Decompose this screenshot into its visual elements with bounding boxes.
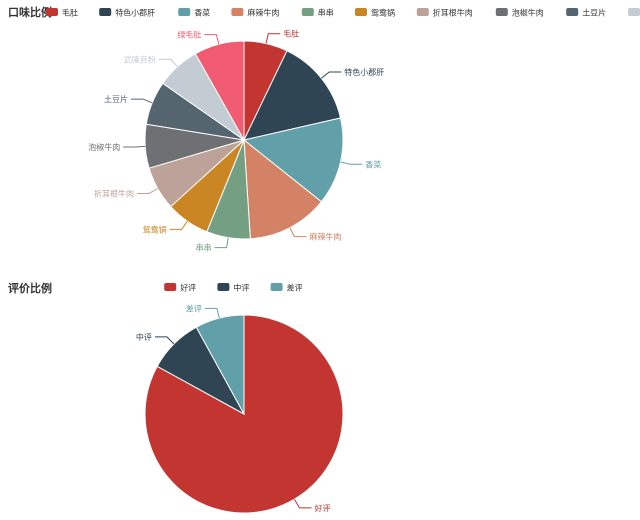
slice-label: 中评 — [136, 332, 152, 342]
legend-swatch — [495, 8, 508, 16]
chart-title: 口味比例 — [8, 5, 52, 19]
legend-swatch — [416, 8, 429, 16]
legend-swatch — [628, 8, 640, 16]
legend-label: 好评 — [180, 283, 196, 293]
legend-label: 中评 — [233, 283, 249, 293]
legend-item[interactable]: 泡椒牛肉 — [495, 8, 544, 18]
slice-label: 鸳鸯锅 — [143, 224, 167, 234]
label-leader-line — [130, 98, 153, 104]
slice-label: 串串 — [196, 244, 212, 253]
chart-title: 评价比例 — [8, 281, 52, 295]
legend-item[interactable]: 串串 — [301, 8, 334, 18]
legend-swatch — [270, 283, 283, 291]
legend-label: 土豆片 — [582, 8, 606, 18]
label-leader-line — [214, 237, 229, 249]
pie-slice[interactable] — [194, 40, 245, 142]
legend-label: 差评 — [287, 283, 303, 293]
pie-slice[interactable] — [242, 117, 344, 203]
legend-swatch — [355, 8, 367, 16]
label-leader-line — [154, 336, 175, 345]
legend-swatch — [99, 8, 112, 16]
legend-item[interactable]: 麻辣牛肉 — [231, 8, 279, 18]
slice-labels: 好评 中评 差评 — [136, 303, 331, 512]
label-leader-line — [137, 188, 158, 194]
legend-swatch — [231, 8, 244, 16]
label-leader-line — [340, 161, 363, 165]
label-leader-line — [123, 145, 146, 148]
slice-label: 好评 — [314, 503, 330, 513]
slice-label: 泡椒牛肉 — [88, 142, 120, 152]
legend-item[interactable]: 折耳根牛肉 — [416, 8, 473, 18]
pie-chart-1: 口味比例毛肚特色小郡肝香菜麻辣牛肉串串鸳鸯锅折耳根牛肉泡椒牛肉土豆片武隆苕粉绿毛… — [8, 5, 640, 253]
label-leader-line — [289, 227, 307, 238]
pie-slice[interactable] — [243, 138, 323, 240]
legend-item[interactable]: 差评 — [270, 283, 303, 293]
label-leader-line — [293, 498, 312, 509]
legend-swatch — [301, 8, 314, 16]
slice-label: 折耳根牛肉 — [94, 188, 134, 198]
legend-item[interactable]: 鸳鸯锅 — [355, 8, 395, 18]
legend-label: 特色小郡肝 — [115, 8, 155, 18]
slice-label: 特色小郡肝 — [344, 67, 384, 77]
legend-label: 串串 — [318, 9, 334, 18]
pie-slice[interactable] — [243, 50, 342, 141]
legend-label: 香菜 — [194, 8, 210, 18]
legend: 好评 中评 差评 — [164, 283, 303, 293]
legend-label: 麻辣牛肉 — [247, 8, 279, 18]
legend-swatch — [178, 8, 191, 16]
pie-slices — [144, 314, 344, 514]
legend-swatch — [566, 8, 579, 16]
legend-swatch — [46, 8, 58, 16]
slice-label: 毛肚 — [283, 29, 299, 39]
label-leader-line — [169, 220, 188, 230]
slice-label: 麻辣牛肉 — [309, 232, 341, 242]
legend-item[interactable]: 中评 — [217, 283, 249, 293]
legend-swatch — [217, 283, 230, 291]
legend-label: 泡椒牛肉 — [512, 8, 544, 18]
slice-label: 武隆苕粉 — [124, 54, 156, 64]
legend-item[interactable]: 好评 — [164, 283, 196, 293]
legend-item[interactable]: 香菜 — [178, 8, 210, 18]
label-leader-line — [204, 34, 220, 45]
pie-slices — [144, 40, 344, 240]
label-leader-line — [204, 307, 220, 319]
label-leader-line — [158, 58, 178, 68]
legend-item[interactable]: 土豆片 — [566, 8, 606, 18]
legend-label: 鸳鸯锅 — [371, 8, 395, 18]
legend-item[interactable]: 特色小郡肝 — [99, 8, 155, 18]
label-leader-line — [321, 71, 342, 79]
legend-swatch — [164, 283, 177, 291]
legend-label: 毛肚 — [62, 8, 78, 18]
pie-slice[interactable] — [195, 314, 245, 415]
slice-label: 香菜 — [365, 159, 381, 169]
legend-label: 折耳根牛肉 — [433, 8, 473, 18]
legend-item[interactable]: 武隆苕粉 — [628, 8, 640, 18]
slice-label: 差评 — [186, 303, 202, 313]
label-leader-line — [265, 33, 281, 44]
slice-label: 土豆片 — [104, 94, 128, 104]
slice-label: 绿毛肚 — [177, 30, 201, 40]
legend-item[interactable]: 毛肚 — [46, 8, 78, 18]
